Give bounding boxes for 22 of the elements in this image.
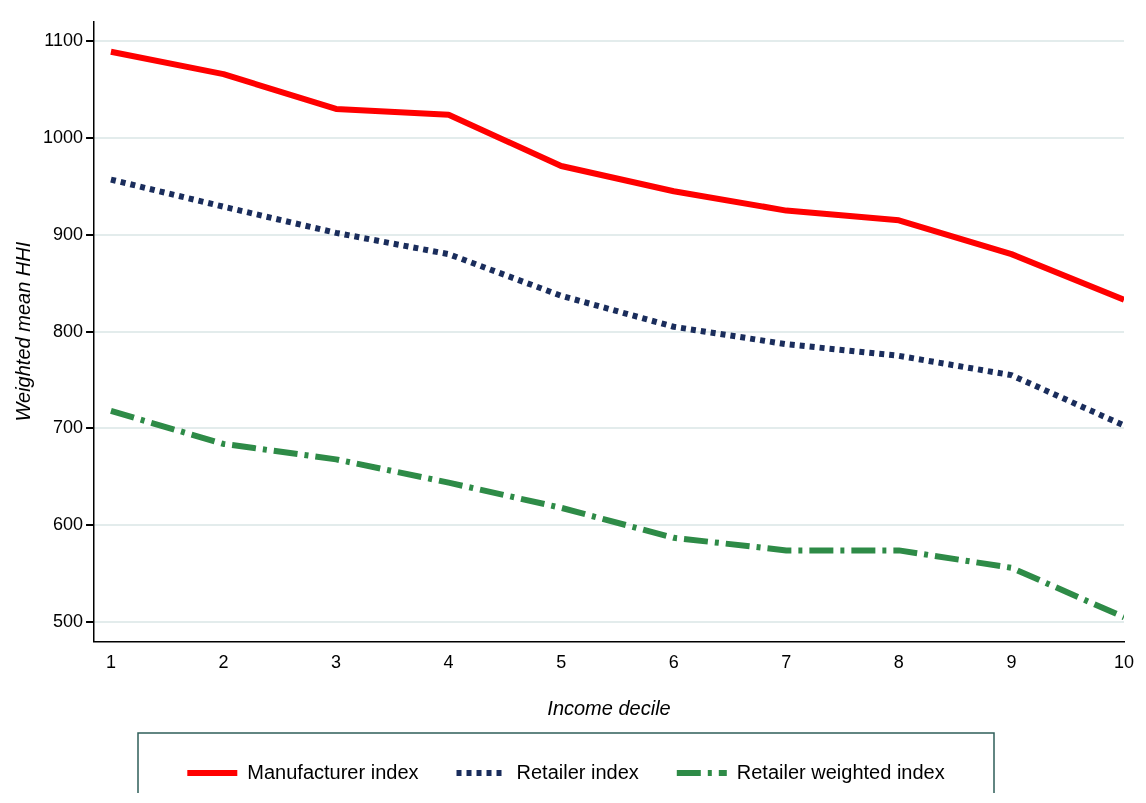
y-tick-label: 500 [53, 611, 84, 632]
y-tick-label: 600 [53, 514, 84, 535]
x-tick-label: 5 [556, 652, 567, 673]
y-tick-label: 1100 [44, 30, 84, 51]
x-tick-label: 4 [443, 652, 454, 673]
x-tick-label: 10 [1113, 652, 1135, 673]
x-tick-label: 3 [331, 652, 342, 673]
y-tick-label: 800 [53, 320, 84, 341]
x-axis-title: Income decile [547, 696, 671, 719]
x-tick-label: 8 [893, 652, 904, 673]
legend-label: Retailer index [516, 760, 639, 783]
x-tick-label: 7 [781, 652, 792, 673]
x-tick-label: 2 [218, 652, 229, 673]
y-axis-title: Weighted mean HHI [11, 241, 34, 422]
x-tick-label: 1 [105, 652, 116, 673]
y-tick-label: 900 [53, 223, 84, 244]
x-tick-label: 6 [668, 652, 679, 673]
y-tick-label: 1000 [43, 126, 84, 147]
x-tick-label: 9 [1006, 652, 1017, 673]
legend-label: Manufacturer index [247, 760, 419, 783]
legend-label: Retailer weighted index [736, 760, 945, 783]
y-tick-label: 700 [53, 417, 84, 438]
